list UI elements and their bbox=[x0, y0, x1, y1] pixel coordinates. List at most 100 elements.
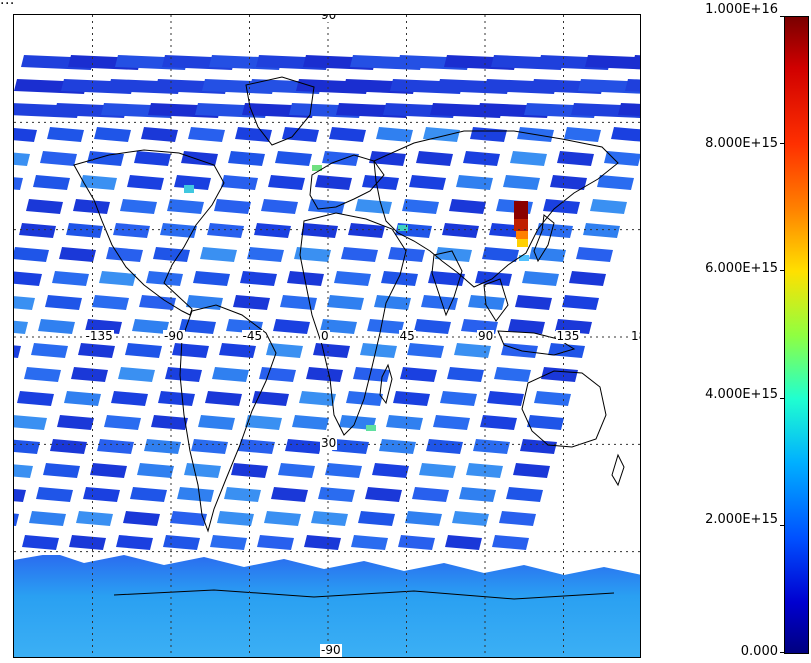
swath-block bbox=[233, 295, 270, 310]
swath-block bbox=[407, 343, 444, 358]
swath-block bbox=[351, 535, 388, 550]
swath-block bbox=[212, 367, 249, 382]
swath-block bbox=[405, 511, 442, 526]
swath-block bbox=[191, 439, 228, 454]
swath-block bbox=[358, 511, 395, 526]
swath-block bbox=[217, 511, 254, 526]
swath-block bbox=[463, 151, 500, 166]
swath-block bbox=[14, 513, 19, 526]
swath-block bbox=[153, 247, 190, 262]
swath-block bbox=[304, 535, 341, 550]
swath-block bbox=[492, 535, 529, 550]
swath-block bbox=[273, 319, 310, 334]
swath-block bbox=[264, 511, 301, 526]
swath-block bbox=[57, 415, 94, 430]
swath-block bbox=[141, 127, 178, 142]
swath-block bbox=[557, 151, 594, 166]
swath-block bbox=[59, 247, 96, 262]
colorbar-label: 4.000E+15 bbox=[705, 386, 778, 402]
swath-block bbox=[123, 511, 160, 526]
swath-block bbox=[299, 391, 336, 406]
swath-block bbox=[452, 511, 489, 526]
swath-block bbox=[24, 367, 61, 382]
swath-block bbox=[564, 127, 601, 142]
swath-block bbox=[14, 177, 23, 190]
swath-block bbox=[111, 391, 148, 406]
swath-block bbox=[412, 487, 449, 502]
swath-block bbox=[456, 175, 493, 190]
swath-block bbox=[45, 295, 82, 310]
swath-block bbox=[315, 175, 352, 190]
swath-block bbox=[97, 439, 134, 454]
swath-block bbox=[480, 415, 517, 430]
swath-block bbox=[454, 343, 491, 358]
swath-block bbox=[482, 247, 519, 262]
colorbar-tick bbox=[780, 524, 785, 526]
swath-block bbox=[252, 391, 289, 406]
swath-block bbox=[73, 199, 110, 214]
swath-block bbox=[550, 175, 587, 190]
swath-block bbox=[83, 487, 120, 502]
swath-block bbox=[449, 199, 486, 214]
swath-block bbox=[365, 487, 402, 502]
swath-block bbox=[14, 488, 26, 502]
swath-block bbox=[308, 199, 345, 214]
swath-block bbox=[52, 271, 89, 286]
swath-block bbox=[214, 199, 251, 214]
swath-block bbox=[130, 487, 167, 502]
swath-block bbox=[207, 223, 244, 238]
swath-block bbox=[238, 439, 275, 454]
swath-block bbox=[76, 511, 113, 526]
swath-block bbox=[585, 55, 640, 70]
swath-block bbox=[71, 367, 108, 382]
swath-block bbox=[400, 367, 437, 382]
swath-block bbox=[578, 79, 640, 94]
colorbar bbox=[784, 16, 809, 654]
map-canvas bbox=[14, 15, 640, 657]
swath-block bbox=[120, 199, 157, 214]
swath-block bbox=[278, 463, 315, 478]
swath-block bbox=[494, 367, 531, 382]
swath-block bbox=[245, 415, 282, 430]
swath-block bbox=[515, 295, 552, 310]
longitude-label: -45 bbox=[241, 329, 264, 343]
swath-block bbox=[64, 391, 101, 406]
swath-block bbox=[362, 175, 399, 190]
swath-block bbox=[151, 415, 188, 430]
swath-block bbox=[376, 127, 413, 142]
swath-block bbox=[301, 223, 338, 238]
swath-block bbox=[22, 535, 59, 550]
colorbar-label: 1.000E+16 bbox=[705, 2, 778, 17]
latitude-label: 90 bbox=[320, 15, 338, 22]
swath-block bbox=[14, 439, 40, 454]
swath-block bbox=[118, 367, 155, 382]
swath-block bbox=[513, 463, 550, 478]
swath-block bbox=[134, 151, 171, 166]
swath-block bbox=[447, 367, 484, 382]
swath-block bbox=[499, 511, 536, 526]
longitude-label: 90 bbox=[477, 329, 495, 343]
swath-block bbox=[69, 535, 106, 550]
swath-block bbox=[510, 151, 547, 166]
swath-block bbox=[569, 271, 606, 286]
swath-block bbox=[329, 127, 366, 142]
swath-block bbox=[181, 151, 218, 166]
swath-block bbox=[280, 295, 317, 310]
swath-block bbox=[562, 295, 599, 310]
swath-block bbox=[487, 391, 524, 406]
swath-block bbox=[116, 535, 153, 550]
swath-block bbox=[78, 343, 115, 358]
swath-block bbox=[94, 127, 131, 142]
latitude-label: 30 bbox=[320, 436, 338, 451]
swath-block bbox=[522, 271, 559, 286]
swath-block bbox=[534, 391, 571, 406]
swath-block bbox=[543, 199, 580, 214]
world-map: -135 -90 -45 0 45 90 135 18 90 30 -90 bbox=[13, 14, 641, 658]
swath-block bbox=[14, 415, 47, 430]
swath-block bbox=[632, 55, 640, 68]
swath-block bbox=[508, 319, 545, 334]
swath-block bbox=[14, 345, 21, 358]
swath-block bbox=[604, 151, 640, 166]
swath-block bbox=[611, 127, 640, 142]
swath-block bbox=[294, 247, 331, 262]
